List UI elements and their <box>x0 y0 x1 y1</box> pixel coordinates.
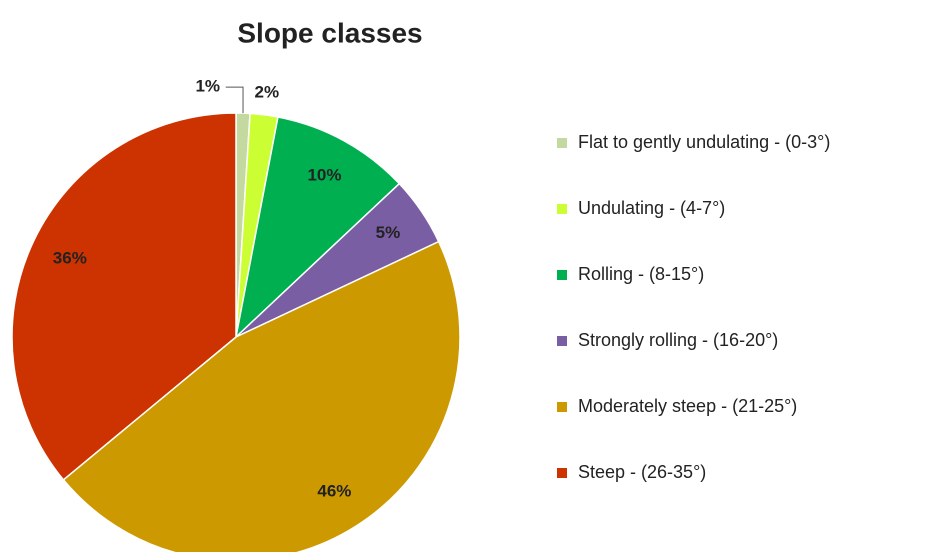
data-label: 36% <box>53 248 87 267</box>
pie-slice <box>62 240 461 552</box>
data-label: 46% <box>317 482 351 501</box>
legend-label: Rolling - (8-15°) <box>578 264 704 284</box>
data-label: 1% <box>195 77 220 96</box>
data-label: 10% <box>307 166 341 185</box>
legend-label: Flat to gently undulating - (0-3°) <box>578 132 830 152</box>
legend-label: Strongly rolling - (16-20°) <box>578 330 778 350</box>
legend-swatch <box>557 138 567 148</box>
data-label: 5% <box>376 223 401 242</box>
legend-swatch <box>557 270 567 280</box>
data-label: 2% <box>255 82 280 101</box>
legend-label: Undulating - (4-7°) <box>578 198 725 218</box>
legend-swatch <box>557 336 567 346</box>
pie-slice <box>11 112 237 481</box>
pie-slice <box>234 116 401 340</box>
leader-line <box>225 86 244 114</box>
legend-swatch <box>557 468 567 478</box>
legend-label: Steep - (26-35°) <box>578 462 706 482</box>
legend-label: Moderately steep - (21-25°) <box>578 396 797 416</box>
legend-swatch <box>557 402 567 412</box>
legend-swatch <box>557 204 567 214</box>
chart-title: Slope classes <box>237 17 422 48</box>
